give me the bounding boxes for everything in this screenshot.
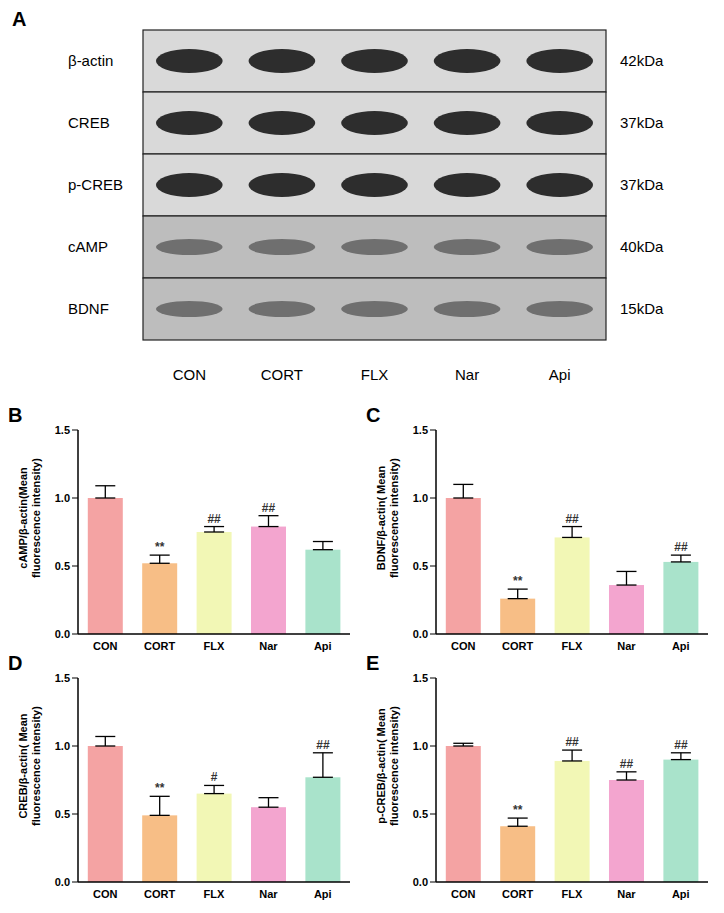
svg-text:Api: Api <box>549 366 571 383</box>
svg-text:Api: Api <box>314 888 332 900</box>
svg-text:Nar: Nar <box>617 888 636 900</box>
html-text:D: D <box>8 652 23 674</box>
svg-text:FLX: FLX <box>562 640 583 652</box>
svg-text:BDNF: BDNF <box>68 300 109 317</box>
svg-text:CORT: CORT <box>502 640 533 652</box>
svg-text:0.5: 0.5 <box>413 808 428 820</box>
html-text:BDNF/β-actin( Mean: BDNF/β-actin( Mean <box>375 465 387 571</box>
svg-text:##: ## <box>262 501 276 515</box>
svg-text:##: ## <box>565 735 579 749</box>
html-text:A: A <box>12 8 27 30</box>
svg-text:CON: CON <box>173 366 206 383</box>
svg-text:0.0: 0.0 <box>413 876 428 888</box>
svg-text:FLX: FLX <box>204 888 225 900</box>
svg-text:0.5: 0.5 <box>55 808 70 820</box>
svg-text:CORT: CORT <box>261 366 303 383</box>
svg-text:0.0: 0.0 <box>413 628 428 640</box>
svg-text:CORT: CORT <box>502 888 533 900</box>
html-text:CREB/β-actin( Mean: CREB/β-actin( Mean <box>17 713 29 819</box>
svg-text:#: # <box>211 770 218 784</box>
svg-text:1.5: 1.5 <box>55 672 70 684</box>
svg-text:Api: Api <box>672 640 690 652</box>
svg-text:FLX: FLX <box>361 366 389 383</box>
svg-text:0.0: 0.0 <box>55 876 70 888</box>
svg-text:CORT: CORT <box>144 640 175 652</box>
html-text:fluorescence intensity): fluorescence intensity) <box>388 458 400 578</box>
svg-text:15kDa: 15kDa <box>620 300 664 317</box>
svg-text:1.0: 1.0 <box>55 492 70 504</box>
svg-text:1.5: 1.5 <box>413 672 428 684</box>
html-text:E: E <box>366 652 380 674</box>
svg-text:CON: CON <box>451 640 476 652</box>
svg-text:FLX: FLX <box>562 888 583 900</box>
svg-text:CORT: CORT <box>144 888 175 900</box>
svg-text:1.0: 1.0 <box>413 492 428 504</box>
svg-text:##: ## <box>620 757 634 771</box>
svg-text:1.0: 1.0 <box>413 740 428 752</box>
html-text:cAMP/β-actin(Mean: cAMP/β-actin(Mean <box>17 467 29 569</box>
svg-text:CON: CON <box>93 640 118 652</box>
svg-text:**: ** <box>513 574 523 588</box>
svg-text:Nar: Nar <box>455 366 479 383</box>
svg-text:Nar: Nar <box>259 640 278 652</box>
svg-text:**: ** <box>513 803 523 817</box>
svg-text:CON: CON <box>93 888 118 900</box>
svg-text:β-actin: β-actin <box>68 52 113 69</box>
svg-text:##: ## <box>207 512 221 526</box>
svg-text:0.0: 0.0 <box>55 628 70 640</box>
svg-text:cAMP: cAMP <box>68 238 108 255</box>
svg-text:##: ## <box>674 738 688 752</box>
html-text:B: B <box>8 404 23 426</box>
svg-text:CREB: CREB <box>68 114 110 131</box>
svg-text:FLX: FLX <box>204 640 225 652</box>
html-text:fluorescence intensity): fluorescence intensity) <box>30 706 42 826</box>
svg-text:40kDa: 40kDa <box>620 238 664 255</box>
svg-text:37kDa: 37kDa <box>620 114 664 131</box>
svg-text:42kDa: 42kDa <box>620 52 664 69</box>
svg-text:Api: Api <box>672 888 690 900</box>
svg-text:37kDa: 37kDa <box>620 176 664 193</box>
svg-text:CON: CON <box>451 888 476 900</box>
svg-text:**: ** <box>155 540 165 554</box>
html-text:C: C <box>366 404 381 426</box>
svg-text:Nar: Nar <box>259 888 278 900</box>
svg-text:p-CREB: p-CREB <box>68 176 123 193</box>
html-text:p-CREB/β-actin( Mean: p-CREB/β-actin( Mean <box>375 708 387 824</box>
svg-text:Nar: Nar <box>617 640 636 652</box>
svg-text:1.5: 1.5 <box>55 424 70 436</box>
svg-text:**: ** <box>155 781 165 795</box>
html-text:fluorescence intensity): fluorescence intensity) <box>30 458 42 578</box>
svg-text:0.5: 0.5 <box>55 560 70 572</box>
svg-text:1.0: 1.0 <box>55 740 70 752</box>
svg-text:Api: Api <box>314 640 332 652</box>
svg-text:##: ## <box>316 738 330 752</box>
svg-text:1.5: 1.5 <box>413 424 428 436</box>
svg-text:##: ## <box>674 540 688 554</box>
svg-text:0.5: 0.5 <box>413 560 428 572</box>
html-text:fluorescence intensity): fluorescence intensity) <box>388 706 400 826</box>
svg-text:##: ## <box>565 512 579 526</box>
